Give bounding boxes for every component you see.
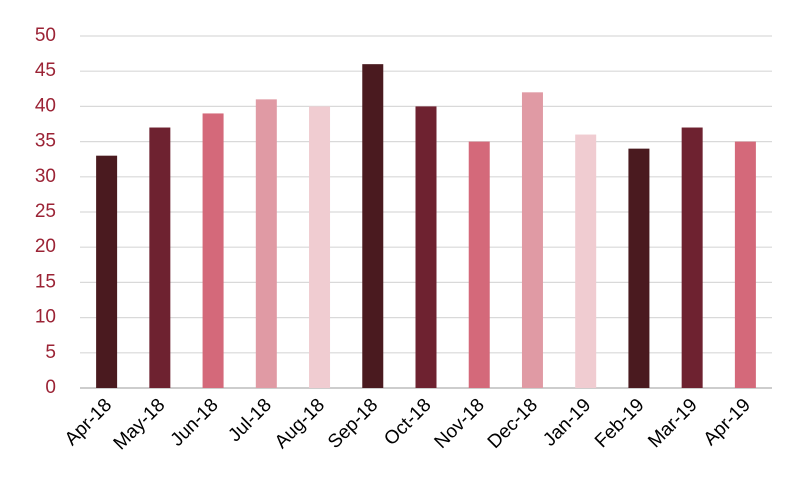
bar xyxy=(415,106,437,389)
bar xyxy=(681,127,703,389)
y-tick-label: 45 xyxy=(35,60,56,81)
y-tick-label: 50 xyxy=(35,25,56,46)
bar xyxy=(734,141,756,388)
bar xyxy=(255,99,277,389)
x-tick-label: Mar-19 xyxy=(644,395,701,452)
x-tick-label: May-18 xyxy=(110,395,170,455)
y-tick-label: 25 xyxy=(35,201,56,222)
bar xyxy=(521,92,543,388)
y-tick-label: 30 xyxy=(35,166,56,187)
bar xyxy=(309,106,331,389)
x-tick-label: Jun-18 xyxy=(167,395,223,451)
bar xyxy=(575,134,597,388)
x-tick-label: Oct-18 xyxy=(380,395,435,450)
y-tick-label: 0 xyxy=(45,377,56,398)
x-tick-label: Apr-18 xyxy=(61,395,116,450)
bar xyxy=(628,148,650,388)
x-tick-label: Dec-18 xyxy=(484,395,542,453)
y-tick-label: 40 xyxy=(35,95,56,116)
bar xyxy=(149,127,171,389)
x-tick-label: Jan-19 xyxy=(539,395,595,451)
x-tick-label: Feb-19 xyxy=(591,395,648,452)
x-tick-label: Nov-18 xyxy=(431,395,489,453)
x-tick-label: Sep-18 xyxy=(324,395,382,453)
bar xyxy=(468,141,490,388)
bar xyxy=(362,64,384,388)
x-tick-label: Jul-18 xyxy=(224,395,275,446)
y-tick-label: 10 xyxy=(35,307,56,328)
y-tick-label: 35 xyxy=(35,131,56,152)
bar xyxy=(202,113,224,388)
bar xyxy=(96,155,118,388)
y-tick-label: 20 xyxy=(35,236,56,257)
y-tick-label: 15 xyxy=(35,271,56,292)
x-tick-label: Apr-19 xyxy=(700,395,755,450)
y-tick-label: 5 xyxy=(45,342,56,363)
x-tick-label: Aug-18 xyxy=(271,395,329,453)
